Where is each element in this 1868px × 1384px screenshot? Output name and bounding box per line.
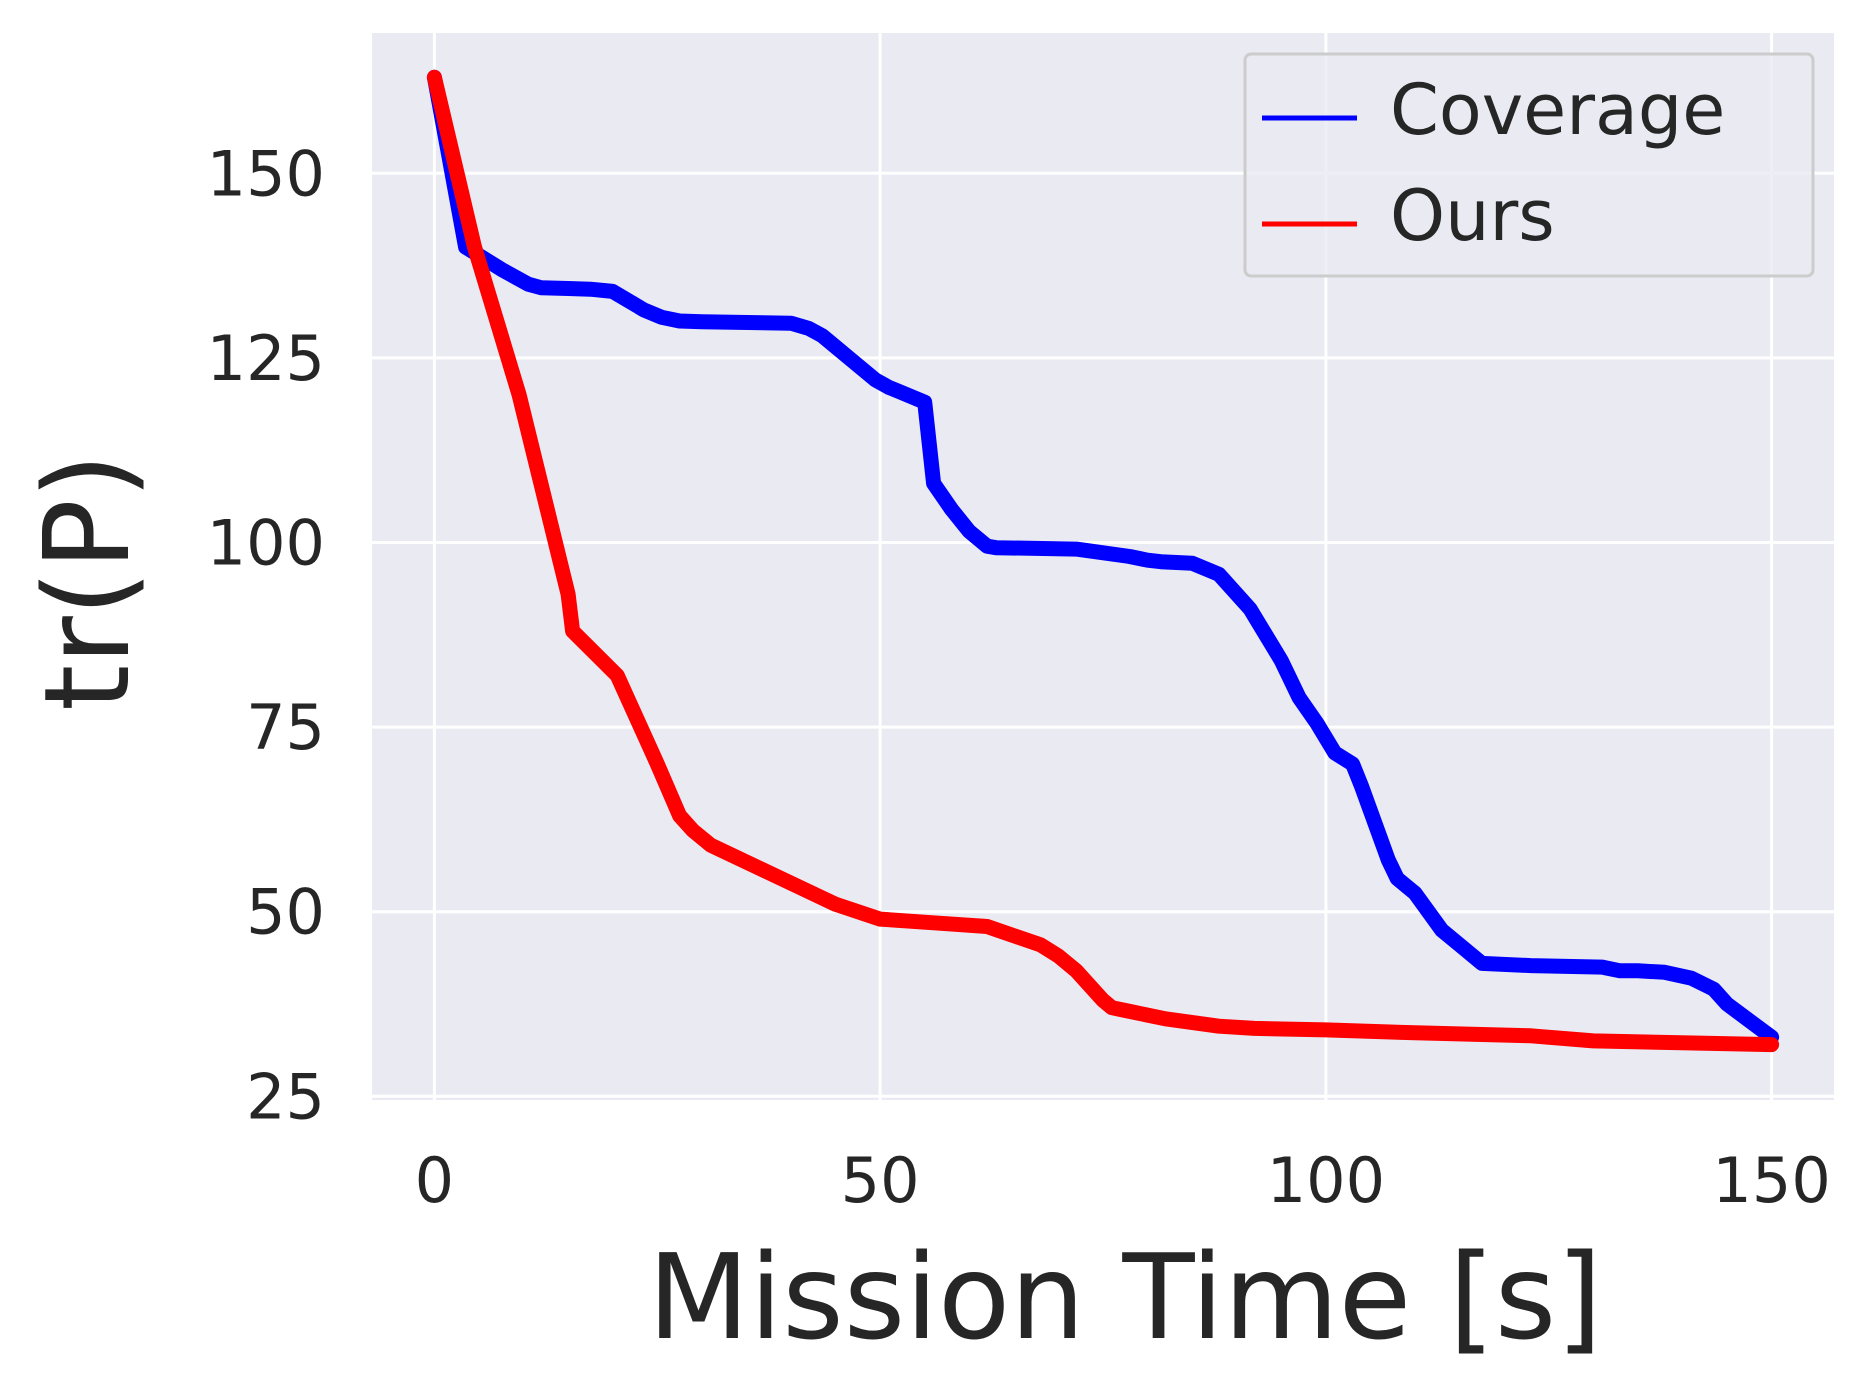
series-line-coverage <box>426 69 1780 1045</box>
y-tick-label: 75 <box>246 691 325 764</box>
y-tick-label: 100 <box>207 507 325 580</box>
legend-label-ours: Ours <box>1390 175 1555 257</box>
x-tick-labels: 0 50 100 150 <box>415 1144 1831 1217</box>
legend-box <box>1243 52 1815 278</box>
x-tick-label: 50 <box>841 1144 920 1217</box>
series-layer <box>426 69 1780 1053</box>
y-axis-title: tr(P) <box>18 453 156 711</box>
legend: Coverage Ours <box>1243 52 1815 278</box>
y-tick-label: 50 <box>246 876 325 949</box>
y-tick-label: 25 <box>246 1060 325 1133</box>
series-line-ours <box>426 69 1780 1053</box>
x-tick-label: 0 <box>415 1144 454 1217</box>
legend-label-coverage: Coverage <box>1390 69 1725 151</box>
y-tick-label: 125 <box>207 322 325 395</box>
x-tick-label: 150 <box>1712 1144 1830 1217</box>
x-axis-title: Mission Time [s] <box>648 1228 1603 1366</box>
x-tick-label: 100 <box>1267 1144 1385 1217</box>
y-tick-label: 150 <box>207 137 325 210</box>
y-tick-labels: 25 50 75 100 125 150 <box>207 137 325 1133</box>
